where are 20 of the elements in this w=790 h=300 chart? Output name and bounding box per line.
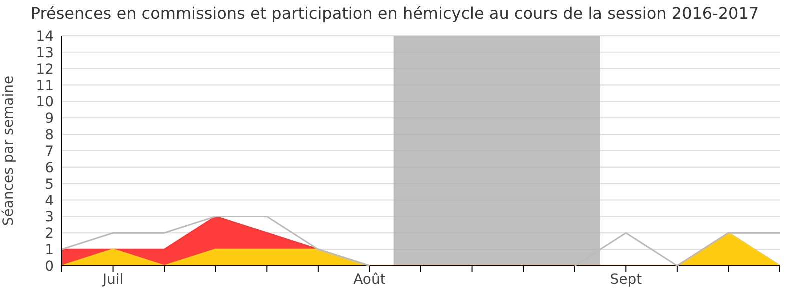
y-tick-label: 9: [45, 111, 54, 128]
chart-title: Présences en commissions et participation en hémicycle au cours de la session 2016-2017: [30, 4, 760, 23]
y-tick-label: 0: [45, 258, 54, 275]
y-tick-label: 11: [36, 78, 54, 94]
y-tick-label: 3: [45, 210, 54, 226]
y-tick-label: 4: [45, 193, 54, 210]
y-tick-label: 12: [36, 62, 54, 78]
x-tick-label: Juil: [102, 272, 124, 288]
x-tick-label: Août: [354, 272, 386, 288]
y-tick-label: 10: [36, 94, 54, 111]
y-axis-title: Séances par semaine: [0, 76, 17, 226]
y-tick-label: 8: [45, 128, 54, 144]
y-tick-label: 5: [45, 176, 54, 193]
y-tick-label: 7: [45, 144, 54, 160]
x-tick-label: Sept: [610, 272, 643, 288]
y-tick-label: 13: [36, 45, 54, 62]
y-tick-label: 6: [45, 160, 54, 176]
y-tick-label: 14: [36, 28, 54, 45]
y-tick-label: 2: [45, 226, 54, 242]
y-tick-label: 1: [45, 242, 54, 259]
